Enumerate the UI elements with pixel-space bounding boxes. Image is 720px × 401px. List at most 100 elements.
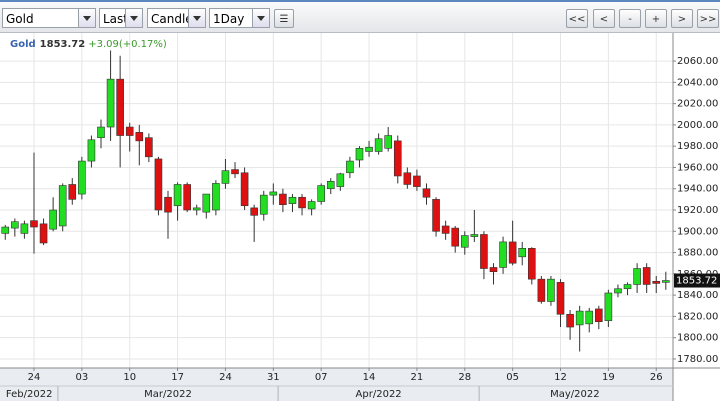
candle-body (250, 207, 258, 216)
candle-body (527, 248, 536, 280)
candle-body (518, 248, 527, 258)
candle-body (49, 209, 57, 230)
candle-body (269, 191, 278, 196)
candle-body (145, 137, 153, 158)
candle-body (480, 234, 488, 269)
candle-body (652, 280, 661, 284)
interval-select[interactable]: 1Day (209, 8, 270, 28)
toolbar: Gold Last Candle 1Day ☰ << < - + > >> (0, 0, 720, 33)
x-tick-label: 24 (219, 372, 232, 383)
month-label: Feb/2022 (6, 389, 53, 400)
candle-body (460, 235, 469, 248)
header-symbol: Gold (10, 39, 36, 50)
x-tick-label: 21 (411, 372, 424, 383)
x-tick-label: 26 (650, 372, 663, 383)
candle-body (508, 241, 517, 264)
candle-body (470, 234, 479, 237)
header-price: 1853.72 (40, 39, 86, 50)
candle-body (154, 158, 163, 211)
candle-body (97, 126, 105, 138)
month-label: Apr/2022 (356, 389, 402, 400)
candle-body (164, 196, 172, 213)
candle-body (20, 223, 29, 234)
candle-body (537, 278, 546, 302)
candle-body (183, 184, 191, 211)
y-tick-label: 2060.00 (677, 56, 718, 67)
candle-body (489, 267, 498, 273)
candle-body (662, 280, 670, 283)
candle-body (422, 188, 431, 198)
y-tick-label: 1880.00 (677, 248, 718, 259)
price-field-select[interactable]: Last (99, 8, 143, 28)
candle-body (384, 135, 392, 149)
dropdown-arrow (188, 9, 205, 27)
y-tick-label: 2040.00 (677, 77, 718, 88)
x-axis-bg (0, 368, 673, 401)
last-price-label: 1853.72 (676, 276, 717, 287)
candle-body (30, 220, 38, 228)
candle-body (441, 225, 450, 234)
nav-button[interactable]: < (593, 9, 615, 28)
candle-body (393, 140, 402, 177)
candle-body (499, 241, 507, 268)
candle-body (566, 313, 574, 328)
nav-button[interactable]: + (645, 9, 667, 28)
candle-body (78, 160, 86, 195)
candle-body (288, 196, 297, 204)
candle-body (355, 148, 364, 161)
y-tick-label: 1820.00 (677, 311, 718, 322)
nav-button[interactable]: - (619, 9, 641, 28)
month-label: May/2022 (550, 389, 600, 400)
candle-body (575, 310, 584, 326)
x-tick-label: 24 (28, 372, 41, 383)
candle-body (556, 282, 565, 315)
candle-body (623, 284, 632, 290)
candle-body (259, 194, 268, 215)
y-tick-label: 1800.00 (677, 333, 718, 344)
candle-body (307, 201, 316, 210)
y-tick-label: 1960.00 (677, 162, 718, 173)
x-tick-label: 17 (171, 372, 184, 383)
x-tick-label: 28 (458, 372, 471, 383)
candle-body (317, 185, 325, 202)
nav-button[interactable]: > (671, 9, 693, 28)
candle-body (125, 126, 134, 136)
candle-body (642, 267, 651, 285)
candle-body (413, 175, 421, 187)
dropdown-arrow (252, 9, 269, 27)
candle-body (58, 185, 67, 227)
candle-body (11, 221, 19, 229)
candle-body (326, 180, 335, 190)
y-tick-label: 1940.00 (677, 184, 718, 195)
candle-body (231, 169, 239, 175)
candle-body (403, 172, 412, 185)
nav-button[interactable]: << (566, 9, 588, 28)
x-tick-label: 03 (75, 372, 88, 383)
candle-body (374, 138, 383, 152)
candle-body (336, 173, 345, 187)
candle-body (346, 160, 354, 174)
candle-body (192, 207, 201, 211)
symbol-select[interactable]: Gold (2, 8, 96, 28)
month-label: Mar/2022 (144, 389, 192, 400)
style-select[interactable]: Candle (147, 8, 206, 28)
chart: Gold 1853.72 +3.09(+0.17%) 1780.00 1800.0… (0, 33, 720, 401)
candle-body (595, 308, 603, 323)
x-tick-label: 19 (602, 372, 615, 383)
candle-body (451, 227, 460, 247)
y-tick-label: 1840.00 (677, 290, 718, 301)
symbol-text: Gold (6, 12, 34, 26)
settings-button[interactable]: ☰ (274, 9, 294, 28)
candle-body (432, 199, 440, 232)
candle-body (221, 170, 230, 184)
candle-body (87, 139, 96, 162)
nav-button[interactable]: >> (697, 9, 719, 28)
x-tick-label: 05 (506, 372, 519, 383)
y-tick-label: 1980.00 (677, 141, 718, 152)
candle-body (202, 193, 211, 213)
x-tick-label: 10 (123, 372, 136, 383)
candle-body (68, 184, 77, 200)
candle-body (106, 78, 115, 128)
candle-body (604, 292, 613, 321)
